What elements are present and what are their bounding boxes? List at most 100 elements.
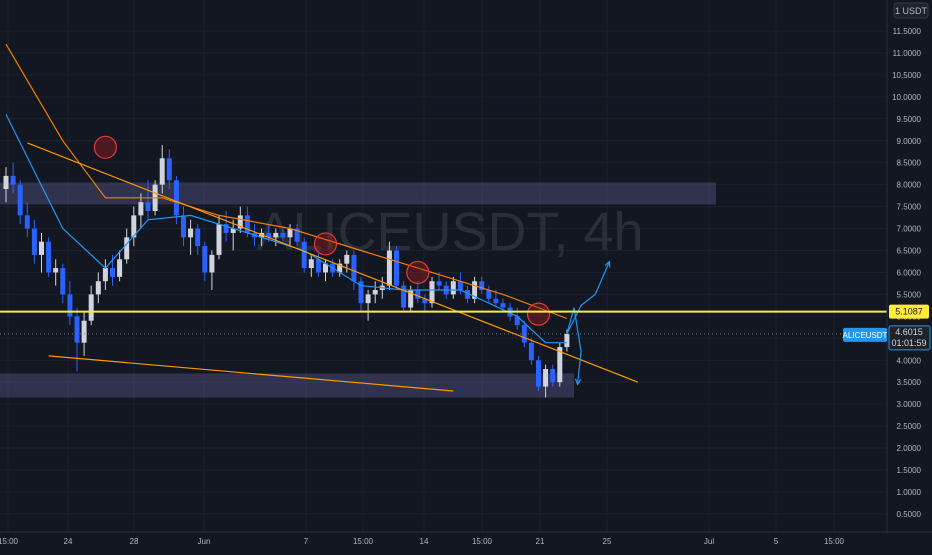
candle-body (10, 175, 16, 185)
currency-selector[interactable]: 1 USDT (893, 2, 929, 19)
candle[interactable] (195, 224, 201, 255)
candle[interactable] (3, 167, 9, 203)
candle[interactable] (67, 281, 73, 326)
candle-body (514, 316, 520, 326)
zone-upper[interactable] (0, 182, 716, 205)
highlight-circle[interactable] (526, 302, 551, 326)
candle[interactable] (230, 219, 236, 251)
candle[interactable] (188, 219, 194, 255)
candle[interactable] (17, 180, 23, 225)
price-tick-label: 8.5000 (897, 159, 922, 168)
candle-body (117, 259, 123, 277)
candle[interactable] (159, 145, 165, 194)
candle[interactable] (216, 215, 222, 260)
moving-averages (5, 43, 568, 344)
zone-lower[interactable] (0, 373, 574, 398)
price-tick-label: 0.5000 (897, 510, 922, 519)
candle[interactable] (450, 276, 456, 299)
highlight-circle[interactable] (406, 260, 430, 285)
highlight-circle[interactable] (313, 232, 338, 256)
candle[interactable] (337, 259, 343, 277)
candle[interactable] (401, 281, 407, 312)
candle[interactable] (138, 193, 144, 229)
candle-body (173, 180, 179, 216)
candle[interactable] (465, 285, 470, 304)
candle[interactable] (557, 342, 563, 387)
candle[interactable] (528, 338, 534, 365)
candle[interactable] (10, 162, 16, 194)
time-tick-label: 28 (130, 537, 139, 546)
candle[interactable] (244, 206, 250, 238)
candle[interactable] (117, 250, 123, 282)
candle-body (237, 215, 243, 229)
projection-up-path[interactable] (566, 261, 611, 335)
candle[interactable] (550, 364, 556, 387)
candle[interactable] (358, 276, 364, 312)
candle[interactable] (202, 241, 208, 282)
candle[interactable] (294, 224, 300, 247)
candle[interactable] (39, 232, 44, 273)
time-tick-labels: 15:00 24 28 Jun 7 15:00 14 15:00 21 25 Jul 5 15:00 (0, 537, 845, 546)
candle[interactable] (344, 250, 350, 273)
candle[interactable] (301, 237, 307, 273)
level-price-tag: 5.1087 (889, 304, 929, 319)
candle[interactable] (74, 307, 80, 372)
candle[interactable] (493, 290, 499, 308)
candle[interactable] (323, 259, 328, 282)
candle[interactable] (53, 259, 59, 286)
candle[interactable] (308, 254, 314, 277)
candle[interactable] (173, 175, 179, 225)
candle[interactable] (31, 219, 37, 264)
candle[interactable] (24, 202, 30, 238)
time-tick-label: 15:00 (0, 537, 19, 546)
price-tick-label: 9.0000 (897, 137, 922, 146)
candle[interactable] (479, 276, 485, 295)
candle[interactable] (372, 281, 378, 304)
candle-body (401, 285, 407, 308)
candle[interactable] (280, 228, 286, 242)
drawings[interactable] (27, 135, 639, 392)
candle[interactable] (457, 272, 463, 295)
candle[interactable] (166, 149, 172, 190)
candle[interactable] (102, 259, 108, 291)
candle[interactable] (209, 250, 215, 291)
candle-body (429, 281, 435, 304)
candle[interactable] (365, 290, 371, 321)
candle[interactable] (415, 281, 421, 304)
candle[interactable] (315, 250, 321, 277)
candle[interactable] (422, 294, 428, 312)
candle[interactable] (95, 272, 101, 304)
candle-body (344, 254, 350, 264)
candle-body (564, 333, 570, 348)
resistance-trendline[interactable] (27, 142, 639, 383)
price-axis[interactable]: 11.5000 11.0000 10.5000 10.0000 9.5000 9.0000… (843, 0, 932, 532)
candle[interactable] (543, 364, 549, 398)
candle[interactable] (472, 276, 478, 304)
candle[interactable] (394, 246, 399, 291)
candle-body (543, 369, 549, 387)
candle[interactable] (60, 263, 66, 304)
candle[interactable] (266, 224, 272, 242)
candle[interactable] (46, 237, 52, 277)
time-axis[interactable]: 15:00 24 28 Jun 7 15:00 14 15:00 21 25 Jul 5 15:00 (0, 531, 932, 550)
support-trendline[interactable] (48, 355, 454, 392)
candle[interactable] (145, 180, 151, 220)
candle[interactable] (124, 228, 130, 264)
projection-down-path[interactable] (566, 307, 582, 385)
candle[interactable] (486, 285, 492, 304)
candle[interactable] (536, 355, 541, 391)
candle-body (287, 228, 293, 238)
level-tag-box (889, 304, 929, 319)
candle[interactable] (273, 228, 279, 247)
candle[interactable] (131, 206, 137, 247)
price-tick-label: 5.5000 (897, 290, 922, 299)
highlight-circle[interactable] (93, 135, 118, 159)
candle[interactable] (436, 272, 442, 291)
candle[interactable] (386, 241, 392, 291)
candle[interactable] (181, 206, 186, 247)
candle[interactable] (88, 285, 94, 326)
candle[interactable] (287, 224, 293, 247)
candle[interactable] (429, 276, 435, 308)
